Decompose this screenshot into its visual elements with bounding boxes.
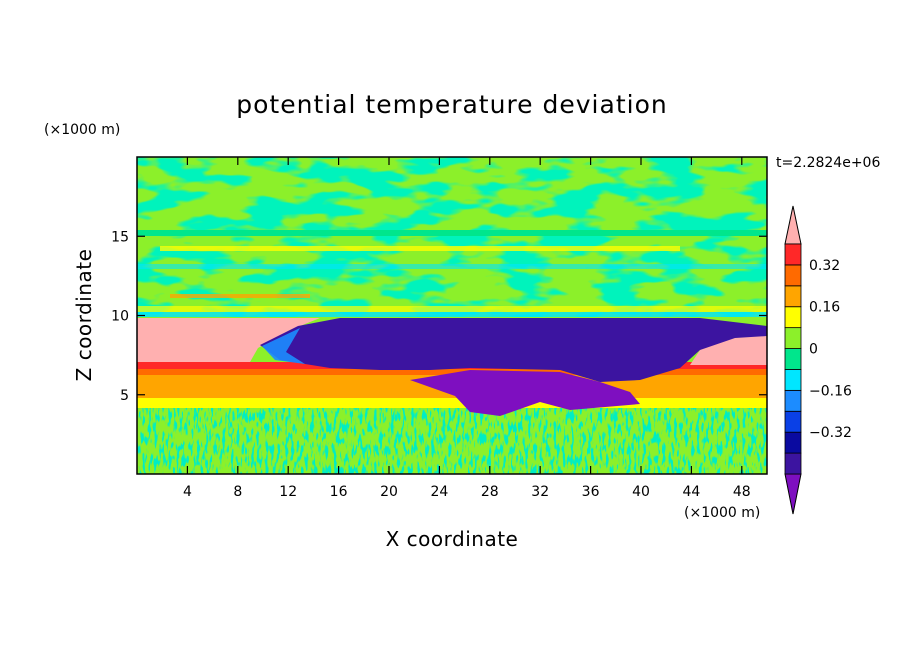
x-tick-label: 4 [183,484,192,500]
y-tick-label: 15 [111,229,129,245]
colorbar-tick-label: −0.32 [809,425,852,441]
band-top-of-pool [137,306,767,312]
upper-noise-layer [137,157,767,317]
lower-noise-layer [137,408,767,474]
x-tick-label: 32 [531,484,549,500]
y-axis-unit: (×1000 m) [44,122,120,138]
pink-right-region [690,333,767,365]
cold-pool-edge-blue [262,328,305,364]
colorbar-upper-extension [784,205,802,245]
band-cyan-over-pool [137,312,767,317]
colorbar-bin [784,264,802,287]
colorbar-bin [784,389,802,412]
colorbar-bin [784,431,802,454]
y-tick-label: 10 [111,309,129,325]
band-upper-yellow [160,246,680,251]
x-axis-unit: (×1000 m) [684,505,760,521]
colorbar-tick-label: 0.32 [809,258,840,274]
colorbar-tick-label: −0.16 [809,383,852,399]
x-tick-label: 44 [682,484,700,500]
colorbar-tick-label: 0.16 [809,300,840,316]
colorbar: −0.32 −0.16 0 0.16 0.32 [784,205,852,515]
x-tick-label: 20 [380,484,398,500]
x-axis-label: X coordinate [386,527,519,551]
x-tick-label: 48 [733,484,751,500]
x-tick-label: 28 [481,484,499,500]
y-tick-label: 5 [120,388,129,404]
x-tick-label: 40 [632,484,650,500]
x-tick-label: 12 [279,484,297,500]
band-yellow-low [137,398,767,408]
cold-pool-outer [260,318,767,382]
colorbar-bin [784,348,802,370]
colorbar-bin [784,327,802,349]
chart-title: potential temperature deviation [236,90,667,119]
x-tick-label: 8 [233,484,242,500]
band-darkorange [137,368,767,375]
x-tick-label: 36 [582,484,600,500]
band-upper-cyan-1 [137,230,767,236]
colorbar-bin [784,369,802,391]
colorbar-bin [784,452,802,475]
colorbar-tick-label: 0 [809,342,818,358]
pink-left-region [137,318,320,362]
time-label: t=2.2824e+06 [776,155,880,171]
colorbar-lower-extension [784,473,802,515]
colorbar-bin [784,306,802,329]
heatmap-field [137,157,767,474]
colorbar-bin [784,410,802,433]
cold-pool-core [410,370,640,416]
colorbar-bin [784,243,802,266]
band-upper-cyan-2 [137,264,767,269]
x-tick-label: 16 [330,484,348,500]
colorbar-bin [784,285,802,308]
x-tick-label: 24 [430,484,448,500]
x-axis-ticks: 4 8 12 16 20 24 28 32 36 40 44 48 [183,157,751,500]
band-upper-orange [170,294,310,298]
y-axis-label: Z coordinate [72,249,96,382]
y-axis-ticks: 5 10 15 [111,229,767,404]
